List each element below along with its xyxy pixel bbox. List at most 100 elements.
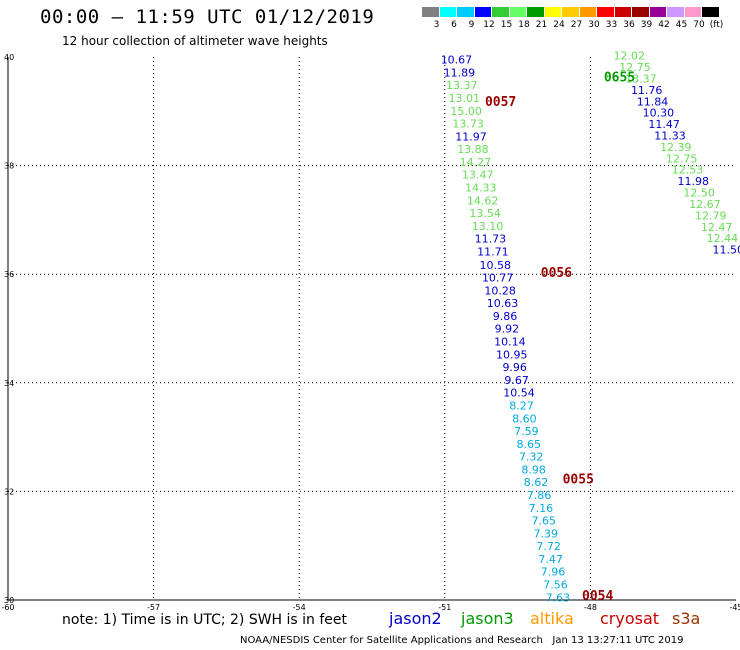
wave-height-value: 11.47 [648,118,680,131]
wave-height-value: 9.92 [495,322,520,335]
y-tick-label: 36 [4,270,14,279]
color-scale-legend [421,6,719,18]
x-tick-label: -60 [1,603,14,612]
wave-height-value: 12.75 [619,61,651,74]
legend-tick-label: 12 [483,20,495,30]
wave-height-value: 7.16 [529,502,554,515]
wave-height-value: 9.67 [504,374,529,387]
wave-height-value: 12.67 [689,198,721,211]
legend-tick-label: 6 [451,20,457,30]
legend-swatch-11 [613,6,631,18]
y-tick-label: 34 [4,379,14,388]
wave-height-value: 10.67 [441,54,473,67]
legend-tick-label: 27 [570,20,583,30]
legend-tick-label: 39 [640,20,653,30]
x-tick-label: -45 [729,603,740,612]
legend-tick-label: 18 [518,20,530,30]
wave-height-value: 7.32 [519,450,544,463]
legend-swatch-16 [701,6,719,18]
wave-height-value: 12.53 [672,164,704,177]
wave-height-value: 9.96 [502,361,527,374]
wave-height-value: 15.00 [450,105,482,118]
wave-height-value: 12.02 [613,50,645,63]
wave-height-value: 9.86 [493,310,518,323]
legend-swatch-14 [666,6,684,18]
satellite-label-altika: altika [530,609,574,628]
wave-height-value: 13.10 [472,220,504,233]
satellite-label-s3a: s3a [672,609,701,628]
wave-height-value: 8.62 [524,476,549,489]
wave-height-value: 10.77 [482,271,514,284]
legend-swatch-9 [578,6,596,18]
wave-height-value: 13.88 [457,143,489,156]
legend-swatch-5 [508,6,526,18]
legend-tick-label: 42 [658,20,670,30]
legend-tick-label: 21 [535,20,548,30]
wave-height-value: 13.73 [452,118,484,131]
legend-swatch-10 [596,6,614,18]
chart-title: 00:00 – 11:59 UTC 01/12/2019 [40,6,375,28]
legend-tick-label: 24 [553,20,565,30]
wave-height-value: 10.54 [503,386,535,399]
wave-height-value: 11.50 [712,244,740,257]
wave-height-value: 8.27 [509,399,534,412]
legend-tick-label: 15 [500,20,513,30]
legend-tick-label: 45 [675,20,688,30]
pass-time-label: 0054 [582,589,613,604]
wave-height-value: 11.76 [631,84,663,97]
wave-height-value: 7.65 [532,515,557,528]
wave-height-value: 10.30 [643,107,675,120]
wave-height-value: 12.75 [666,152,698,165]
wave-height-value: 10.58 [480,259,512,272]
wave-height-value: 11.71 [477,246,509,259]
legend-swatch-3 [473,6,491,18]
satellite-label-jason2: jason2 [389,609,442,628]
x-tick-label: -54 [293,603,306,612]
pass-time-label: 0055 [563,472,594,487]
legend-swatch-8 [561,6,579,18]
wave-height-value: 7.72 [536,540,561,553]
legend-tick-label: 33 [605,20,618,30]
legend-swatch-15 [683,6,701,18]
wave-height-value: 8.98 [521,463,546,476]
wave-height-value: 13.01 [448,92,480,105]
wave-height-value: 12.47 [701,221,733,234]
wave-height-value: 11.84 [637,95,669,108]
legend-tick-label: 9 [468,20,475,30]
legend-swatch-12 [631,6,649,18]
wave-height-value: 10.28 [484,284,516,297]
wave-height-value: 10.14 [494,335,526,348]
pass-time-label: 0056 [541,266,572,281]
wave-height-value: 10.63 [487,297,519,310]
legend-swatch-4 [491,6,509,18]
wave-height-value: 14.33 [465,182,497,195]
credit-line: NOAA/NESDIS Center for Satellite Applica… [240,635,684,646]
chart-subtitle: 12 hour collection of altimeter wave hei… [62,34,328,48]
wave-height-value: 12.79 [695,209,727,222]
legend-swatch-0 [421,6,439,18]
wave-height-value: 12.44 [707,232,739,245]
wave-height-value: 11.89 [444,67,476,80]
legend-swatch-7 [543,6,561,18]
legend-tick-label: 30 [588,20,600,30]
legend-swatch-13 [648,6,666,18]
legend-tick-label: 70 [693,20,705,30]
legend-tick-label: 36 [623,20,635,30]
wave-height-value: 11.33 [654,130,686,143]
wave-height-value: 7.63 [546,592,571,605]
x-tick-label: -57 [147,603,160,612]
y-tick-label: 40 [4,53,14,62]
wave-height-value: 7.56 [543,579,568,592]
wave-height-value: 14.62 [467,195,499,208]
wave-height-value: 7.96 [541,566,566,579]
wave-height-value: 13.54 [469,207,501,220]
satellite-label-jason3: jason3 [461,609,514,628]
wave-height-value: 11.73 [475,233,507,246]
wave-height-value: 13.37 [446,79,478,92]
legend-swatch-1 [438,6,456,18]
wave-height-value: 11.98 [678,175,710,188]
wave-height-value: 11.97 [455,131,487,144]
wave-height-value: 7.59 [514,425,539,438]
wave-height-value: 12.50 [683,187,715,200]
wave-height-value: 7.86 [527,489,552,502]
